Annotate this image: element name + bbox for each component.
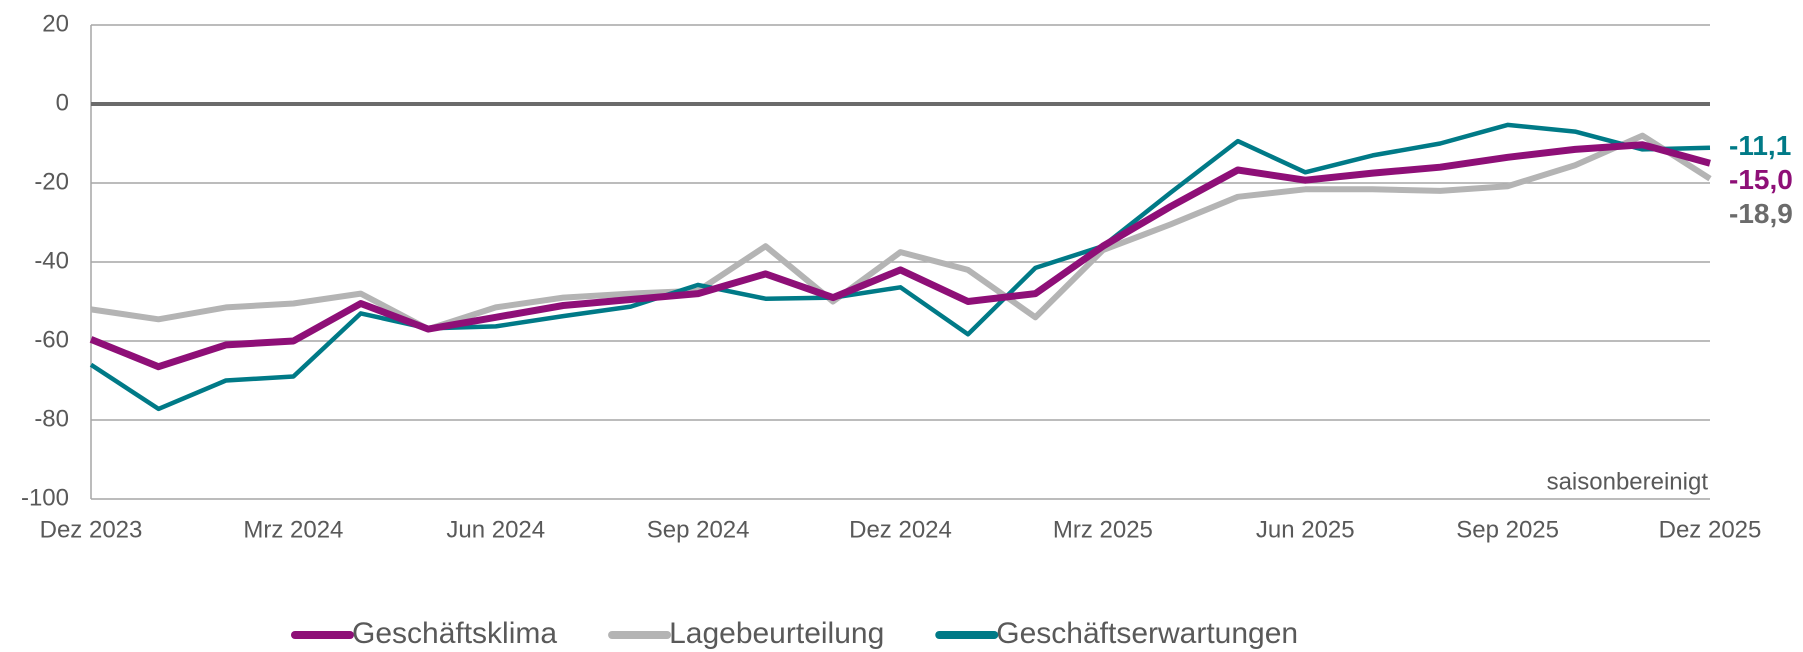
y-tick-label: 20 xyxy=(42,10,69,37)
y-tick-label: -40 xyxy=(34,247,69,274)
value-label: -18,9 xyxy=(1729,198,1793,229)
legend-label: Geschäftsklima xyxy=(352,617,557,650)
y-tick-label: 0 xyxy=(56,89,69,116)
y-tick-label: -60 xyxy=(34,326,69,353)
x-tick-label: Dez 2024 xyxy=(849,516,952,543)
x-tick-label: Jun 2025 xyxy=(1256,516,1355,543)
value-label: -15,0 xyxy=(1729,164,1793,195)
legend-label: Geschäftserwartungen xyxy=(996,617,1298,650)
series-line xyxy=(89,141,1711,371)
series-line xyxy=(89,122,1711,412)
x-tick-label: Sep 2025 xyxy=(1456,516,1559,543)
x-tick-label: Dez 2023 xyxy=(40,516,143,543)
legend-label: Lagebeurteilung xyxy=(669,617,884,650)
x-tick-label: Dez 2025 xyxy=(1659,516,1762,543)
x-tick-label: Sep 2024 xyxy=(647,516,750,543)
annotation: saisonbereinigt xyxy=(1547,468,1709,495)
y-tick-label: -80 xyxy=(34,405,69,432)
y-tick-label: -20 xyxy=(34,168,69,195)
y-tick-label: -100 xyxy=(21,484,69,511)
series-line xyxy=(90,132,1712,333)
x-tick-label: Jun 2024 xyxy=(446,516,545,543)
value-label: -11,1 xyxy=(1729,130,1791,161)
x-tick-label: Mrz 2024 xyxy=(243,516,343,543)
x-tick-label: Mrz 2025 xyxy=(1053,516,1153,543)
